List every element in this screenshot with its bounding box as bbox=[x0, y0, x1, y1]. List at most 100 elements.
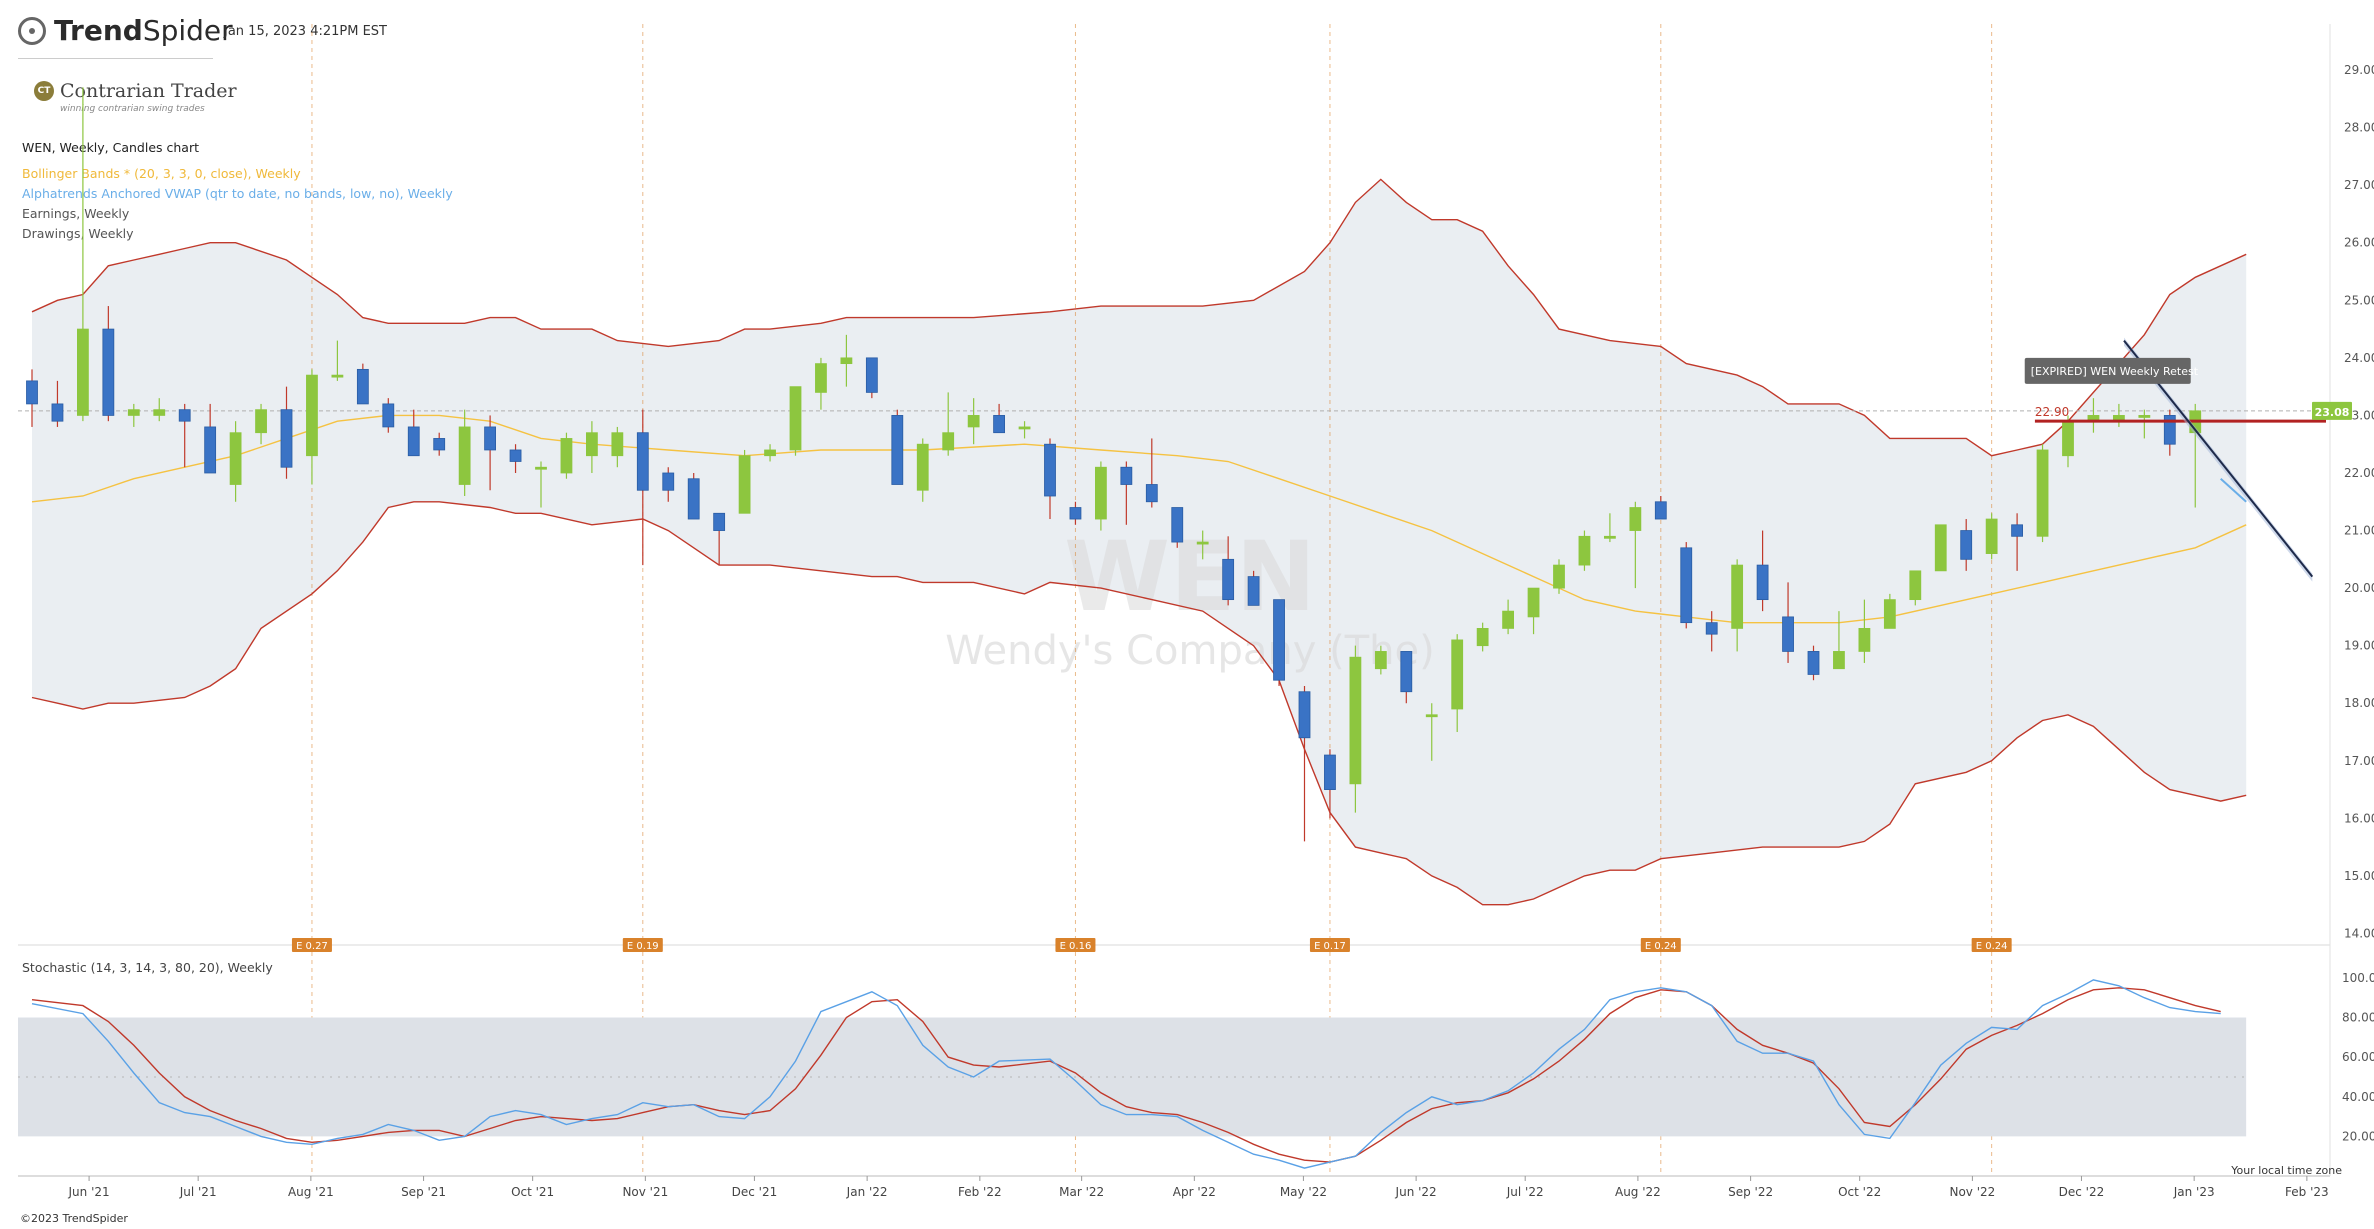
candle-body bbox=[535, 466, 547, 470]
stoch-axis-tick-label: 20.00 bbox=[2342, 1129, 2374, 1143]
earnings-badge-label: E 0.27 bbox=[296, 941, 328, 952]
x-axis-tick-label: Oct '22 bbox=[1838, 1185, 1881, 1199]
candle-body bbox=[1171, 507, 1184, 543]
candle-body bbox=[1858, 628, 1871, 652]
candle-body bbox=[815, 363, 827, 393]
price-axis-tick-label: 17.00 bbox=[2344, 754, 2374, 768]
candle-body bbox=[1374, 651, 1387, 670]
legend-stochastic[interactable]: Stochastic (14, 3, 14, 3, 80, 20), Weekl… bbox=[22, 960, 273, 975]
stoch-band-fill bbox=[18, 1017, 2247, 1137]
candle-body bbox=[1502, 610, 1514, 629]
x-axis-tick-label: Feb '22 bbox=[958, 1185, 1002, 1199]
legend-drawings[interactable]: Drawings, Weekly bbox=[22, 226, 134, 241]
price-axis-tick-label: 27.00 bbox=[2344, 178, 2374, 192]
x-axis-tick-label: Jul '22 bbox=[1506, 1185, 1544, 1199]
header-divider bbox=[18, 58, 213, 59]
price-axis-tick-label: 18.00 bbox=[2344, 696, 2374, 710]
candle-body bbox=[1680, 547, 1693, 624]
x-axis-tick-label: Jun '21 bbox=[68, 1185, 110, 1199]
spider-icon bbox=[18, 16, 46, 45]
candle-body bbox=[1069, 507, 1082, 520]
candle-body bbox=[687, 478, 700, 520]
candle-body bbox=[458, 426, 471, 485]
candle-body bbox=[127, 409, 140, 416]
bollinger-lower-line bbox=[31, 501, 2247, 906]
x-axis-tick-label: Dec '21 bbox=[732, 1185, 778, 1199]
earnings-badge-label: E 0.24 bbox=[1976, 941, 2008, 952]
local-time-label: Your local time zone bbox=[2231, 1164, 2342, 1177]
retest-level-label: 22.90 bbox=[2035, 405, 2069, 419]
partner-name: Contrarian Trader bbox=[60, 80, 237, 102]
price-axis-tick-label: 29.00 bbox=[2344, 63, 2374, 77]
candle-body bbox=[204, 426, 217, 474]
candle-body bbox=[891, 415, 904, 485]
candle-body bbox=[789, 386, 802, 451]
candle-body bbox=[1400, 651, 1413, 693]
candle-body bbox=[255, 409, 267, 434]
earnings-badge bbox=[291, 938, 332, 952]
candle-body bbox=[1807, 651, 1820, 675]
candle-body bbox=[153, 409, 166, 416]
candle-body bbox=[2036, 449, 2049, 537]
candle-body bbox=[1324, 754, 1336, 790]
legend-earnings[interactable]: Earnings, Weekly bbox=[22, 206, 130, 221]
price-axis-tick-label: 26.00 bbox=[2344, 236, 2374, 250]
candle-body bbox=[1095, 466, 1107, 520]
legend-vwap[interactable]: Alphatrends Anchored VWAP (qtr to date, … bbox=[22, 186, 453, 201]
candle-body bbox=[636, 432, 649, 491]
candle-body bbox=[356, 368, 369, 405]
x-axis-tick-label: Aug '21 bbox=[288, 1185, 334, 1199]
candle-body bbox=[713, 512, 726, 531]
legend-chart-title[interactable]: WEN, Weekly, Candles chart bbox=[22, 140, 200, 155]
earnings-badge bbox=[1640, 938, 1681, 952]
candle-body bbox=[1883, 599, 1896, 629]
candle-body bbox=[1145, 484, 1158, 503]
candle-body bbox=[1451, 639, 1464, 710]
x-axis-tick-label: Sep '22 bbox=[1728, 1185, 1773, 1199]
candle-body bbox=[331, 374, 344, 378]
partner-badge-icon: CT bbox=[34, 81, 54, 101]
x-axis-tick-label: Jan '22 bbox=[846, 1185, 888, 1199]
stoch-k-line bbox=[31, 979, 2221, 1169]
candle-body bbox=[77, 328, 89, 416]
price-axis-tick-label: 21.00 bbox=[2344, 524, 2374, 538]
candle-body bbox=[865, 357, 878, 393]
candle-body bbox=[1960, 530, 1973, 560]
candle-body bbox=[1833, 651, 1845, 670]
candle-body bbox=[1298, 691, 1311, 739]
earnings-badge bbox=[1309, 938, 1350, 952]
x-axis-tick-label: May '22 bbox=[1280, 1185, 1327, 1199]
partner-logo: CT Contrarian Trader bbox=[34, 80, 237, 102]
earnings-badge-label: E 0.19 bbox=[627, 941, 659, 952]
price-axis-tick-label: 28.00 bbox=[2344, 121, 2374, 135]
price-axis-tick-label: 14.00 bbox=[2344, 926, 2374, 940]
legend-bollinger[interactable]: Bollinger Bands * (20, 3, 3, 0, close), … bbox=[22, 166, 301, 181]
bollinger-upper-line bbox=[31, 178, 2247, 457]
candle-body bbox=[611, 432, 624, 457]
earnings-badge-label: E 0.16 bbox=[1060, 941, 1092, 952]
retest-label-text: [EXPIRED] WEN Weekly Retest bbox=[2031, 365, 2199, 378]
x-axis-tick-label: Nov '22 bbox=[1949, 1185, 1995, 1199]
bollinger-band-fill bbox=[32, 179, 2247, 905]
candle-body bbox=[1196, 541, 1209, 545]
candle-body bbox=[942, 432, 955, 451]
trendspider-logo: TrendSpider bbox=[18, 14, 233, 47]
x-axis-tick-label: Feb '23 bbox=[2285, 1185, 2329, 1199]
vwap-line bbox=[2220, 477, 2247, 503]
candle-body bbox=[509, 449, 522, 462]
price-axis-tick-label: 20.00 bbox=[2344, 581, 2374, 595]
timestamp: Jan 15, 2023 4:21PM EST bbox=[224, 24, 387, 39]
candle-body bbox=[102, 328, 115, 416]
x-axis-tick-label: Aug '22 bbox=[1615, 1185, 1661, 1199]
candle-body bbox=[229, 432, 242, 485]
earnings-badge bbox=[1055, 938, 1096, 952]
candle-body bbox=[1782, 616, 1794, 652]
partner-tagline: winning contrarian swing trades bbox=[60, 104, 205, 114]
brand-bold: Trend bbox=[54, 14, 143, 47]
x-axis-tick-label: Dec '22 bbox=[2059, 1185, 2105, 1199]
candle-body bbox=[662, 472, 675, 491]
candle-body bbox=[2163, 415, 2176, 445]
x-axis-tick-label: Nov '21 bbox=[622, 1185, 668, 1199]
price-axis-tick-label: 19.00 bbox=[2344, 639, 2374, 653]
